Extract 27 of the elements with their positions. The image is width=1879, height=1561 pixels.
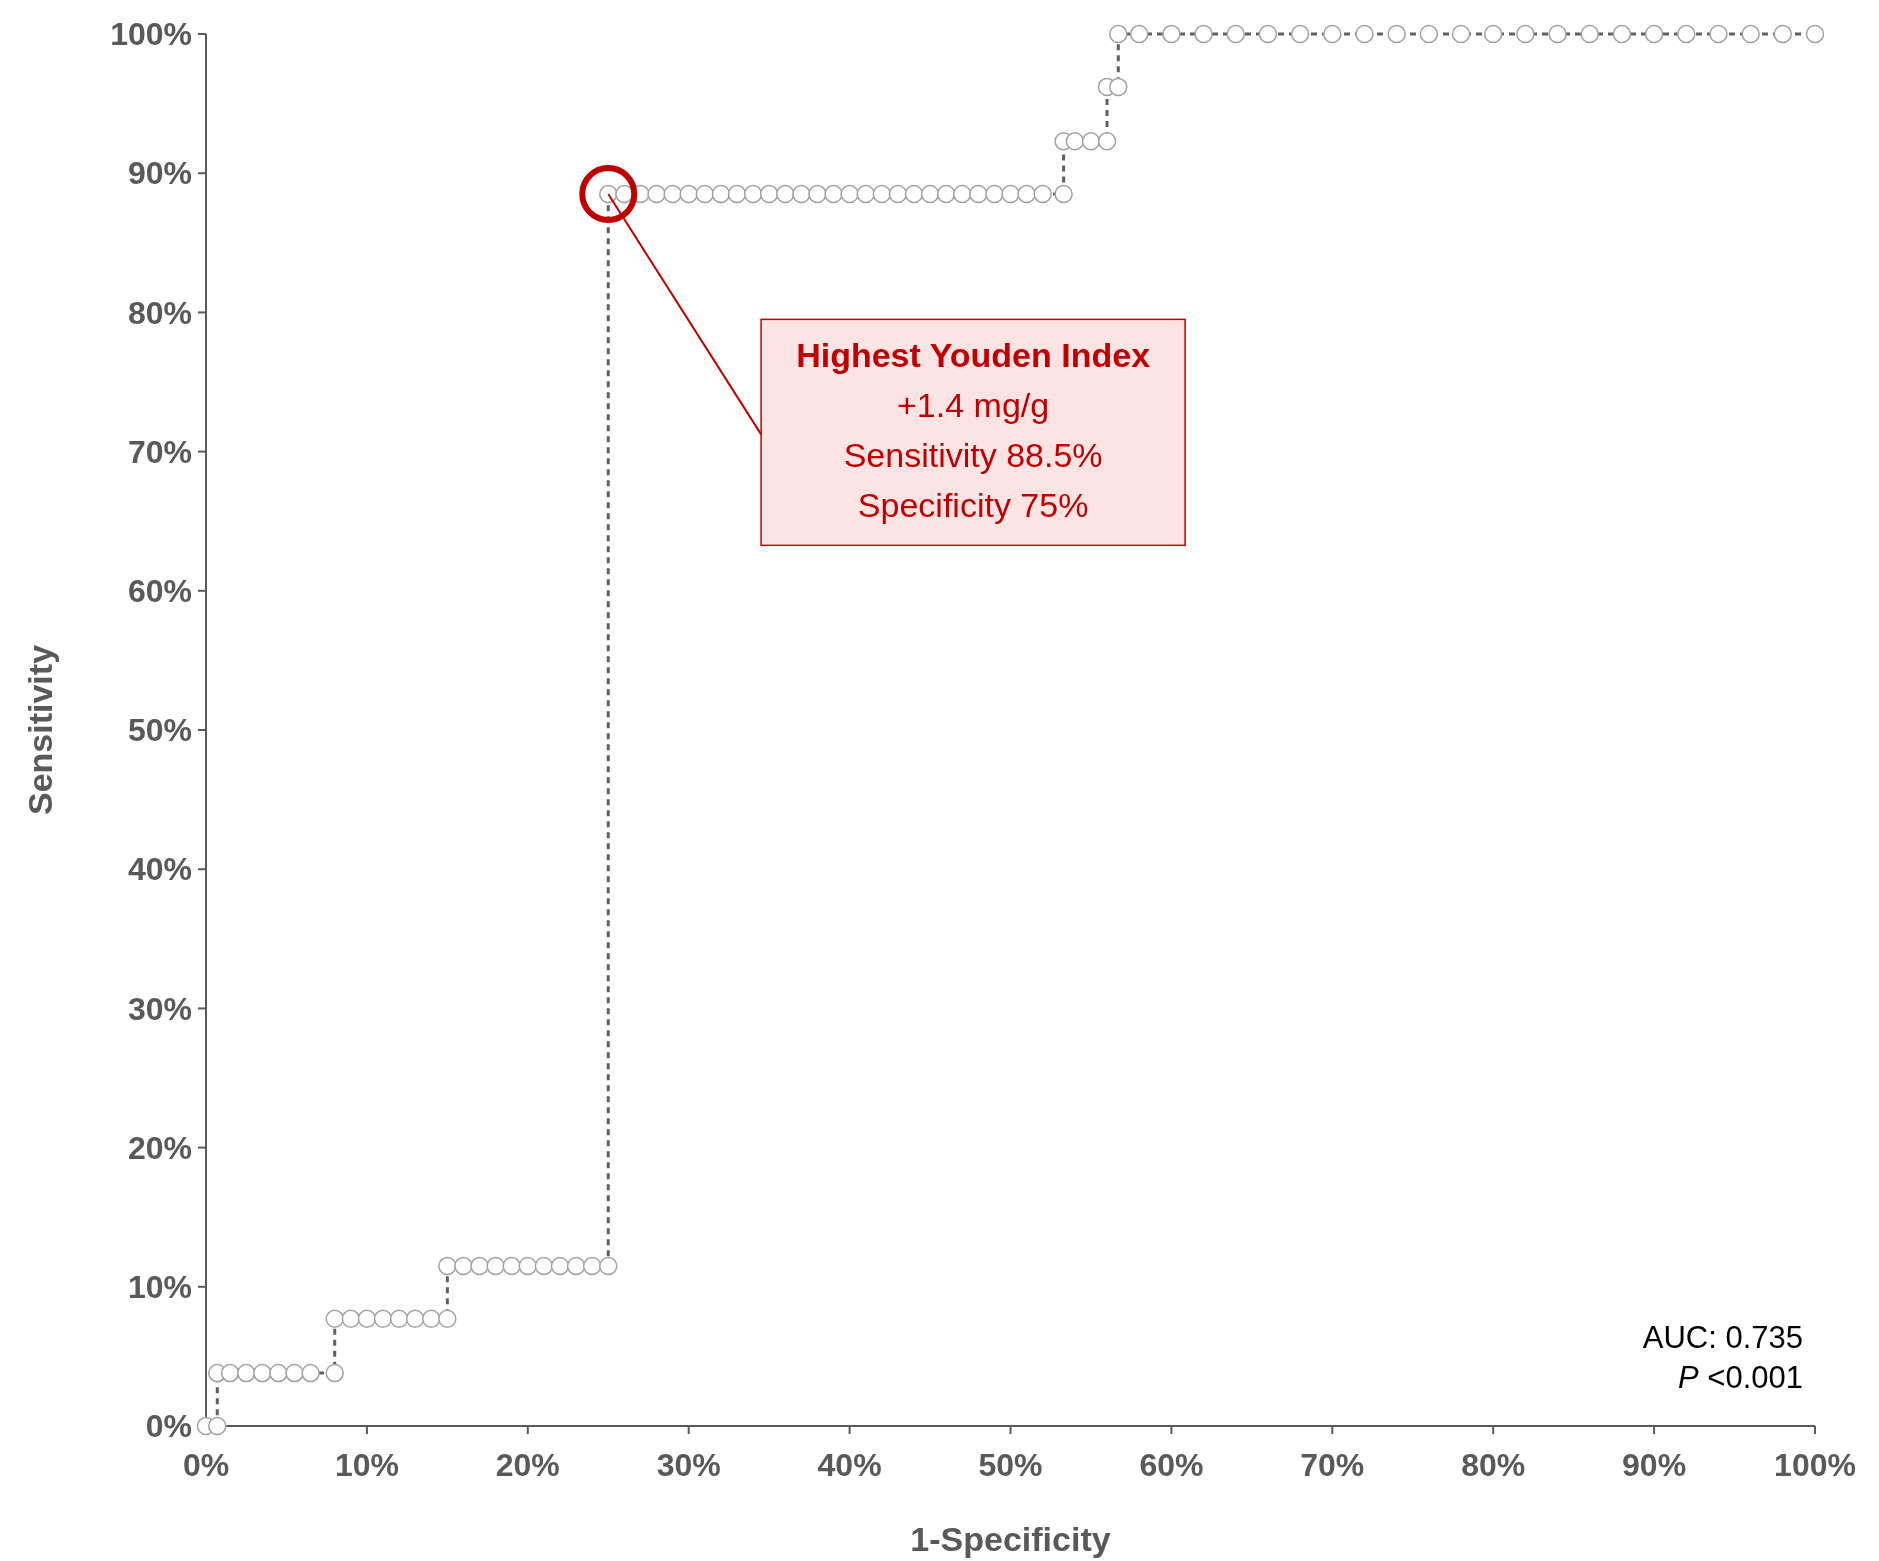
annotation: P <0.001 (1678, 1360, 1803, 1395)
y-tick-label: 20% (127, 1129, 192, 1166)
y-tick-label: 30% (127, 990, 192, 1027)
x-tick-label: 100% (1774, 1447, 1856, 1483)
x-tick-label: 80% (1461, 1447, 1526, 1483)
annotation: Highest Youden Index +1.4 mg/g Sensitivity 88.5% Specificity 75% (796, 336, 1151, 525)
y-tick-label: 70% (127, 433, 192, 470)
y-tick-label: 90% (127, 155, 192, 192)
y-tick-label: 10% (127, 1269, 192, 1305)
y-tick-label: 40% (127, 851, 192, 888)
y-tick-label: 0% (145, 1408, 192, 1445)
x-tick-label: 20% (495, 1447, 560, 1483)
y-tick-label: 100% (110, 16, 192, 53)
x-tick-label: 70% (1300, 1447, 1365, 1483)
x-tick-label: 50% (978, 1447, 1043, 1483)
x-tick-label: 10% (334, 1447, 399, 1483)
x-tick-label: 40% (817, 1447, 882, 1483)
x-axis-title: 1-Specificity (910, 1520, 1111, 1558)
x-tick-label: 90% (1622, 1447, 1687, 1483)
x-tick-label: 60% (1139, 1447, 1204, 1483)
y-tick-label: 80% (127, 294, 192, 331)
y-tick-label: 60% (127, 573, 192, 609)
annotation: AUC: 0.735 (1642, 1320, 1803, 1355)
y-axis-title: Sensitivity (21, 644, 59, 816)
y-tick-label: 50% (127, 712, 192, 749)
x-tick-label: 0% (182, 1447, 230, 1483)
x-tick-label: 30% (656, 1447, 721, 1483)
